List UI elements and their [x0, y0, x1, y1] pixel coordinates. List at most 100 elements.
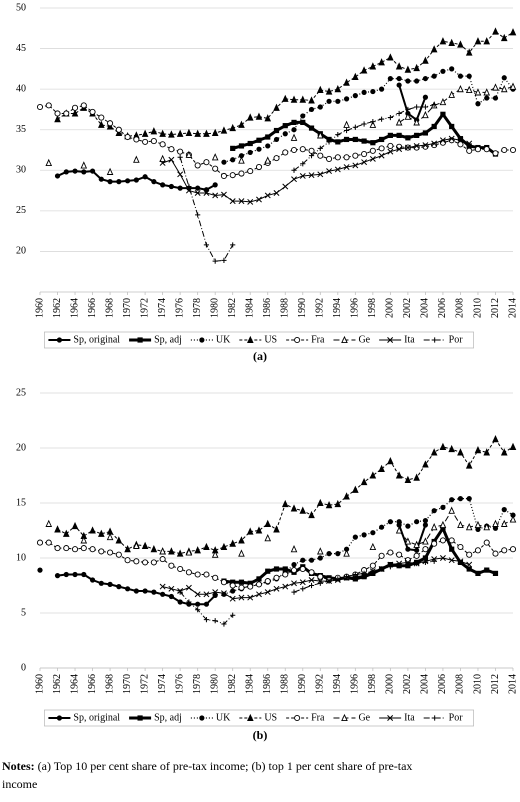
legend-label: Por — [449, 712, 464, 723]
x-tick-label: 2012 — [490, 298, 501, 318]
panel-label: (a) — [253, 349, 267, 363]
marker — [379, 116, 385, 122]
marker — [203, 571, 210, 578]
x-tick-label: 2006 — [437, 674, 448, 694]
marker — [475, 101, 481, 107]
marker — [396, 132, 402, 138]
marker — [203, 591, 210, 598]
series-line — [179, 104, 435, 262]
marker — [195, 601, 201, 607]
marker — [414, 132, 420, 138]
x-tick-label: 1986 — [262, 674, 273, 694]
legend-marker — [387, 715, 394, 721]
marker — [509, 515, 517, 523]
marker — [273, 525, 280, 533]
marker — [466, 566, 472, 572]
marker — [159, 547, 166, 555]
marker — [326, 98, 332, 104]
x-tick-label: 1962 — [52, 298, 63, 318]
marker — [466, 496, 472, 502]
marker — [273, 103, 280, 111]
marker — [116, 179, 122, 185]
marker — [264, 578, 271, 585]
marker — [474, 37, 482, 45]
y-tick-label: 10 — [16, 552, 26, 563]
marker — [264, 156, 272, 164]
marker — [440, 111, 446, 117]
marker — [466, 551, 473, 558]
marker — [273, 127, 280, 134]
y-tick-label: 25 — [16, 205, 26, 216]
marker — [466, 140, 473, 147]
marker — [343, 164, 350, 170]
marker — [405, 523, 411, 529]
marker — [98, 120, 105, 128]
marker — [414, 104, 420, 110]
marker — [483, 448, 491, 456]
marker — [510, 512, 516, 518]
x-tick-label: 1986 — [262, 298, 273, 318]
y-tick-label: 30 — [16, 165, 26, 176]
marker — [448, 444, 455, 453]
x-tick-label: 2006 — [437, 298, 448, 318]
panel-label: (b) — [253, 728, 268, 742]
marker — [343, 120, 350, 128]
marker — [414, 519, 420, 525]
notes-text-continued: income — [2, 777, 37, 791]
marker — [308, 153, 315, 159]
marker — [369, 542, 377, 551]
marker — [71, 546, 79, 553]
marker — [343, 154, 350, 161]
marker — [457, 558, 464, 565]
x-tick-label: 1990 — [297, 674, 308, 694]
y-tick-label: 20 — [16, 246, 26, 257]
marker — [509, 546, 517, 553]
marker — [308, 569, 315, 576]
marker — [352, 534, 358, 540]
marker — [317, 145, 323, 151]
marker — [150, 138, 157, 145]
legend-label: UK — [216, 712, 231, 723]
y-tick-label: 40 — [16, 83, 26, 94]
marker — [352, 571, 358, 578]
marker — [63, 571, 69, 578]
marker — [63, 169, 69, 175]
marker — [465, 85, 473, 94]
x-tick-label: 1964 — [69, 674, 80, 694]
marker — [247, 168, 254, 175]
marker — [291, 580, 297, 587]
marker — [194, 129, 201, 137]
marker — [238, 536, 245, 544]
marker — [414, 560, 420, 567]
marker — [98, 580, 104, 586]
marker — [370, 119, 376, 125]
marker — [203, 601, 210, 607]
marker — [405, 106, 411, 113]
marker — [281, 94, 289, 102]
marker — [475, 526, 481, 533]
notes: Notes: (a) Top 10 per cent share of pre-… — [2, 759, 412, 773]
marker — [396, 551, 403, 558]
marker — [291, 167, 297, 173]
x-tick-label: 1972 — [139, 674, 150, 694]
marker — [414, 547, 420, 553]
legend-label: US — [264, 334, 277, 345]
marker — [247, 149, 253, 156]
marker — [133, 588, 139, 594]
marker — [98, 114, 105, 121]
marker — [115, 126, 122, 133]
marker — [264, 192, 271, 199]
marker — [45, 158, 53, 167]
marker — [439, 137, 446, 144]
marker — [265, 143, 271, 149]
marker — [483, 37, 491, 45]
marker — [334, 166, 341, 173]
marker — [238, 143, 245, 149]
marker — [422, 142, 429, 149]
marker — [220, 590, 227, 597]
marker — [396, 110, 402, 117]
marker — [396, 146, 403, 153]
marker — [220, 191, 227, 198]
marker — [439, 555, 446, 561]
marker — [107, 179, 113, 185]
